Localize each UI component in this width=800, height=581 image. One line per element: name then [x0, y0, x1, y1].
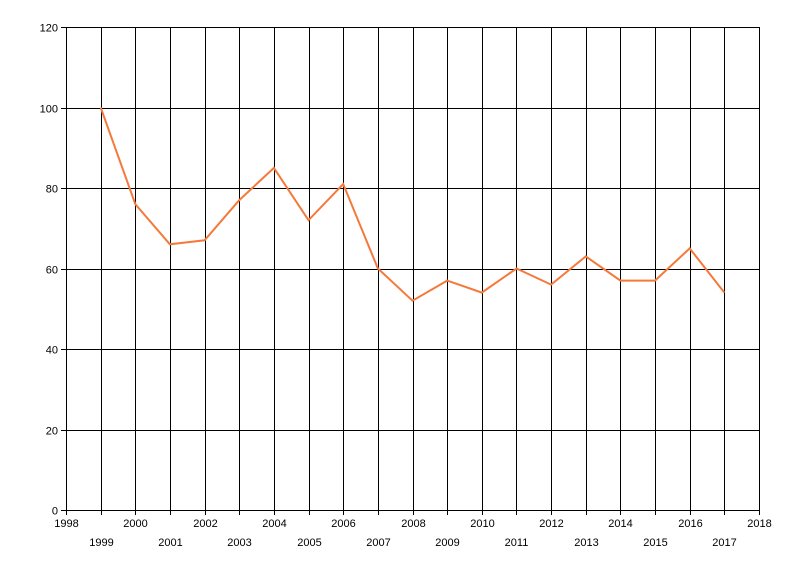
x-tick-label: 2018 [747, 518, 771, 530]
x-tick-label: 2015 [643, 537, 667, 549]
x-tick-label: 1999 [89, 537, 113, 549]
data-point [412, 300, 413, 301]
x-tick-label: 2010 [470, 518, 494, 530]
x-tick-label: 2003 [227, 537, 251, 549]
y-tick-label: 100 [40, 104, 58, 116]
series-line [99, 107, 726, 302]
grid-lines [66, 27, 760, 510]
x-tick-label: 2008 [401, 518, 425, 530]
y-tick-label: 80 [46, 184, 58, 196]
data-point [135, 204, 136, 205]
data-point [551, 284, 552, 285]
y-tick-label: 0 [52, 506, 58, 518]
x-tick-label: 2007 [366, 537, 390, 549]
x-tick-label: 2001 [158, 537, 182, 549]
x-tick-label: 2005 [297, 537, 321, 549]
data-point [655, 280, 656, 281]
x-tick-label: 2013 [574, 537, 598, 549]
data-point [724, 292, 725, 293]
data-point [377, 268, 378, 269]
data-point [239, 200, 240, 201]
x-tick-label: 2009 [435, 537, 459, 549]
x-tick-label: 2004 [262, 518, 286, 530]
y-tick-label: 20 [46, 426, 58, 438]
x-tick-label: 2000 [123, 518, 147, 530]
data-point [204, 240, 205, 241]
data-point [585, 256, 586, 257]
x-tick-label: 2016 [678, 518, 702, 530]
x-tick-label: 2006 [331, 518, 355, 530]
data-point [689, 248, 690, 249]
data-point [516, 268, 517, 269]
y-tick-label: 40 [46, 345, 58, 357]
x-tick-label: 2002 [193, 518, 217, 530]
x-tick-label: 2011 [505, 537, 529, 549]
x-tick-label: 1998 [54, 518, 78, 530]
y-tick-label: 120 [40, 23, 58, 35]
data-point [273, 167, 274, 168]
data-point [447, 280, 448, 281]
tick-labels: 0 20 40 60 80 100 120 1998 1999 2000 2001 2002 2003 2… [40, 23, 772, 550]
x-tick-label: 2012 [539, 518, 563, 530]
data-point [169, 244, 170, 245]
series-layer [99, 107, 726, 302]
data-point [343, 183, 344, 184]
data-point [620, 280, 621, 281]
x-tick-label: 2017 [712, 537, 736, 549]
y-tick-label: 60 [46, 265, 58, 277]
data-point [100, 107, 101, 108]
data-point [308, 220, 309, 221]
x-tick-label: 2014 [608, 518, 632, 530]
axes [61, 27, 760, 515]
data-point [481, 292, 482, 293]
